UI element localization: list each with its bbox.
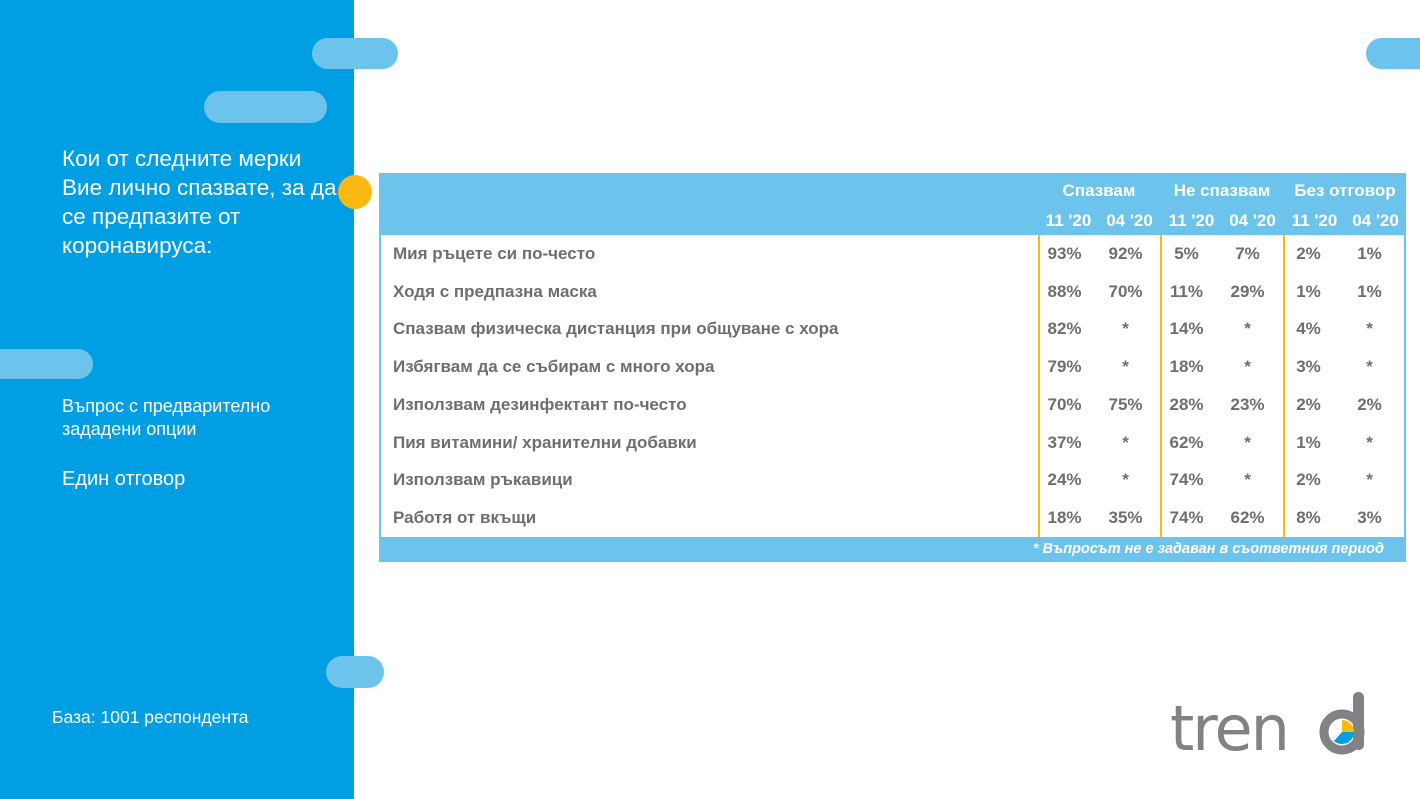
- table-footer: * Въпросът не е задаван в съответния пер…: [379, 537, 1406, 562]
- table-cell: 75%: [1108, 394, 1143, 414]
- decorative-pill: [312, 38, 398, 69]
- table-cell: 5%: [1174, 243, 1199, 263]
- table-row: Избягвам да се събирам с много хора 79% * 1…: [381, 348, 1404, 386]
- table-cell: 74%: [1169, 470, 1204, 490]
- table-cell: *: [1244, 432, 1251, 452]
- table-row: Използвам дезинфектант по-често 70% 75% 28%…: [381, 386, 1404, 424]
- table-cell: 70%: [1047, 394, 1082, 414]
- table-cell: 2%: [1296, 243, 1321, 263]
- table-cell: 2%: [1296, 470, 1321, 490]
- question-text: Кои от следните мерки Вие лично спазвате…: [62, 146, 337, 258]
- logo-pie-yellow: [1342, 720, 1354, 732]
- table-body: Мия ръцете си по-често 93% 92% 5% 7% 2% 1% Ходя…: [379, 235, 1406, 537]
- row-label: Мия ръцете си по-често: [393, 243, 596, 263]
- sidebar-panel: [0, 0, 354, 799]
- table-cell: 8%: [1296, 508, 1321, 528]
- table-row: Пия витамини/ хранителни добавки 37% * 62% *…: [381, 424, 1404, 462]
- table-cell: 1%: [1357, 243, 1382, 263]
- period-header: 04 '20: [1352, 211, 1399, 230]
- decorative-pill: [0, 349, 93, 379]
- table-cell: 82%: [1047, 319, 1082, 339]
- question-type-note: Въпрос с предварително зададени опции: [62, 396, 271, 439]
- table-cell: 79%: [1047, 357, 1082, 377]
- table-cell: 3%: [1357, 508, 1382, 528]
- table-cell: *: [1122, 319, 1129, 339]
- period-header: 04 '20: [1106, 211, 1153, 230]
- table-cell: 70%: [1108, 281, 1143, 301]
- answer-type-label: Един отговор: [62, 468, 186, 490]
- table-row: Използвам ръкавици 24% * 74% * 2% *: [381, 462, 1404, 500]
- column-separator: [1160, 235, 1162, 537]
- table-cell: 4%: [1296, 319, 1321, 339]
- group-header-no-answer: Без отговор: [1294, 181, 1396, 200]
- table-cell: *: [1244, 470, 1251, 490]
- row-label: Пия витамини/ хранителни добавки: [393, 432, 697, 452]
- table-row: Мия ръцете си по-често 93% 92% 5% 7% 2% 1%: [381, 235, 1404, 273]
- table-cell: 37%: [1047, 432, 1082, 452]
- period-header: 11 '20: [1045, 211, 1092, 230]
- table-cell: *: [1366, 470, 1373, 490]
- decorative-pill: [1366, 38, 1420, 69]
- table-row: Спазвам физическа дистанция при общуване…: [381, 311, 1404, 349]
- table-cell: 24%: [1047, 470, 1082, 490]
- group-header-not-comply: Не спазвам: [1173, 181, 1271, 200]
- table-cell: *: [1122, 357, 1129, 377]
- logo-d-bowl: [1319, 709, 1365, 755]
- decorative-pill: [326, 656, 384, 688]
- table-cell: 18%: [1169, 357, 1204, 377]
- accent-dot: [338, 175, 372, 209]
- table-cell: 1%: [1296, 281, 1321, 301]
- table-cell: 74%: [1169, 508, 1204, 528]
- period-header: 11 '20: [1168, 211, 1215, 230]
- period-header: 04 '20: [1229, 211, 1276, 230]
- table-cell: 2%: [1357, 394, 1382, 414]
- table-cell: 35%: [1108, 508, 1143, 528]
- trend-logo: tren: [1170, 692, 1365, 758]
- table-cell: 62%: [1230, 508, 1265, 528]
- table-cell: 62%: [1169, 432, 1204, 452]
- table-row: Работя от вкъщи 18% 35% 74% 62% 8% 3%: [381, 499, 1404, 537]
- table-cell: 7%: [1235, 243, 1260, 263]
- table-row: Ходя с предпазна маска 88% 70% 11% 29% 1% 1%: [381, 273, 1404, 311]
- table-cell: 28%: [1169, 394, 1204, 414]
- table-cell: 1%: [1357, 281, 1382, 301]
- column-separator: [1038, 235, 1040, 537]
- column-separator: [1283, 235, 1285, 537]
- decorative-pill: [204, 91, 327, 123]
- table-cell: *: [1122, 432, 1129, 452]
- row-label: Използвам дезинфектант по-често: [393, 394, 687, 414]
- logo-pie-blue: [1334, 732, 1355, 745]
- row-label: Избягвам да се събирам с много хора: [393, 357, 715, 377]
- results-table: Спазвам Не спазвам Без отговор 11 '20 04…: [379, 173, 1406, 562]
- sample-base-label: База: 1001 респондента: [52, 707, 249, 727]
- table-cell: 2%: [1296, 394, 1321, 414]
- table-cell: 18%: [1047, 508, 1082, 528]
- table-cell: *: [1244, 319, 1251, 339]
- footnote: * Въпросът не е задаван в съответния пер…: [1032, 541, 1384, 557]
- table-cell: 92%: [1108, 243, 1143, 263]
- table-cell: *: [1122, 470, 1129, 490]
- table-cell: 23%: [1230, 394, 1265, 414]
- table-cell: 29%: [1230, 281, 1265, 301]
- table-cell: 14%: [1169, 319, 1204, 339]
- row-label: Работя от вкъщи: [393, 508, 537, 528]
- row-label: Ходя с предпазна маска: [393, 281, 597, 301]
- table-cell: 88%: [1047, 281, 1082, 301]
- table-header: Спазвам Не спазвам Без отговор 11 '20 04…: [379, 173, 1406, 235]
- group-header-comply: Спазвам: [1062, 181, 1136, 200]
- table-cell: 93%: [1047, 243, 1082, 263]
- table-cell: 1%: [1296, 432, 1321, 452]
- table-cell: 11%: [1169, 281, 1204, 301]
- table-cell: *: [1366, 357, 1373, 377]
- table-cell: *: [1366, 432, 1373, 452]
- row-label: Използвам ръкавици: [393, 470, 573, 490]
- period-header: 11 '20: [1291, 211, 1338, 230]
- table-cell: *: [1366, 319, 1373, 339]
- table-cell: *: [1244, 357, 1251, 377]
- row-label: Спазвам физическа дистанция при общуване…: [393, 319, 839, 339]
- table-cell: 3%: [1296, 357, 1321, 377]
- logo-wordmark: tren: [1170, 692, 1288, 758]
